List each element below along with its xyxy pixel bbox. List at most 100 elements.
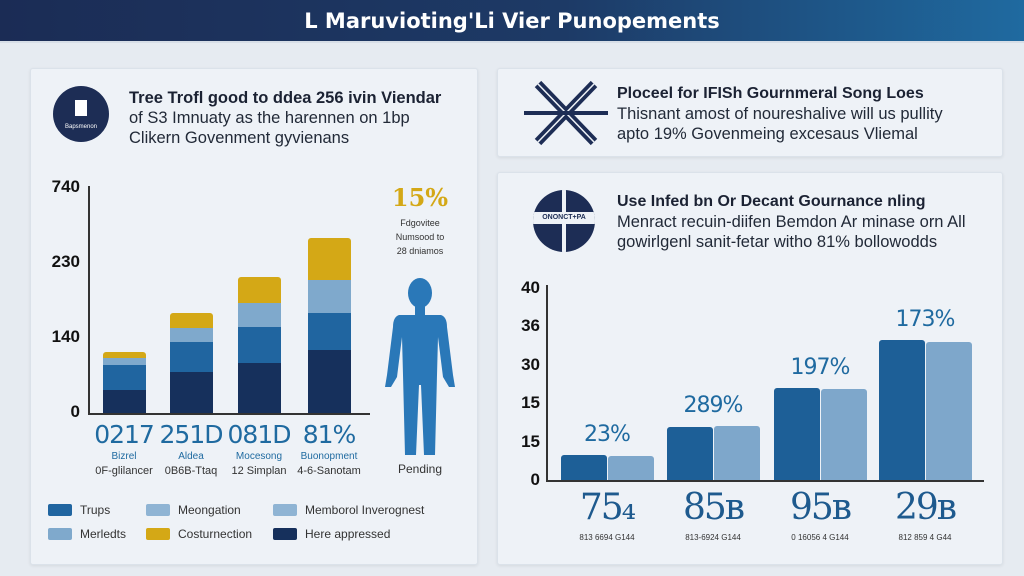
bottom-category: Bizrel	[111, 451, 137, 462]
y-tick-label: 36	[521, 316, 540, 336]
bar-segment-meongation	[103, 358, 146, 365]
bar-segment-trups	[238, 326, 281, 363]
right-top-text: Ploceel for IFISh Gournmeral Song Loes T…	[617, 84, 997, 144]
legend-item: Here appressed	[273, 527, 390, 541]
legend-swatch	[273, 528, 297, 540]
x-axis	[546, 480, 984, 482]
callout-line: Numsood to	[395, 232, 445, 242]
bottom-value: 95в	[789, 487, 852, 528]
bottom-value: 81%	[302, 420, 357, 449]
bottom-value: 081D	[227, 420, 292, 449]
bar-segment-meongation	[238, 302, 281, 327]
bar-series-a	[879, 339, 925, 480]
callout-line: 28 dniamos	[396, 246, 444, 256]
bar-segment-trups	[103, 365, 146, 390]
bar-series-b	[608, 456, 654, 480]
figure-label: Pending	[397, 462, 443, 476]
legend-swatch	[273, 504, 297, 516]
y-tick-label: 15	[521, 393, 540, 413]
bar-series-b	[926, 341, 972, 480]
bar-series-b	[714, 426, 760, 480]
y-tick-label: 140	[51, 327, 80, 346]
bar-segment-costurnection	[170, 313, 213, 328]
bottom-sub: 0B6B-Ttaq	[164, 465, 218, 477]
person-figure-icon	[385, 278, 455, 455]
bottom-value: 29в	[894, 487, 957, 528]
legend-item: Meongation	[146, 503, 241, 517]
legend-label: Meongation	[178, 503, 241, 517]
right-bottom-line: gowirlgenl sanit-fetar witho 81% bollowo…	[617, 233, 938, 251]
legend-swatch	[48, 504, 72, 516]
bar-segment-costurnection	[308, 238, 351, 281]
bottom-sub: 812 859 4 G44	[898, 533, 952, 542]
legend-label: Costurnection	[178, 527, 253, 541]
y-tick-label: 740	[51, 177, 80, 196]
legend-swatch	[146, 528, 170, 540]
legend-item: Trups	[48, 503, 110, 517]
bottom-category: Aldea	[178, 451, 204, 462]
bottom-category: Buonopment	[300, 451, 358, 462]
legend-item: Merledts	[48, 527, 126, 541]
bar-series-a	[774, 387, 820, 480]
right-top-line: Thisnant amost of noureshalive will us p…	[617, 105, 943, 123]
bottom-sub: 4-6-Sanotam	[297, 465, 361, 477]
y-tick-label: 0	[70, 402, 80, 421]
data-label: 197%	[790, 354, 851, 380]
y-tick-label: 0	[530, 470, 540, 489]
right-top-title: Ploceel for IFISh Gournmeral Song Loes	[617, 85, 924, 102]
legend-label: Memborol Inverognest	[305, 503, 425, 517]
callout-text: Fdgovitee Numsood to 28 dniamos	[375, 216, 465, 258]
badge-text: ONONCT+PA	[533, 212, 595, 224]
y-tick-label: 40	[521, 278, 540, 297]
bar-segment-trups	[308, 313, 351, 350]
right-top-line: apto 19% Govenmeing excesaus Vliemal	[617, 125, 918, 143]
building-glyph	[75, 100, 87, 116]
y-axis	[88, 186, 90, 414]
bar-segment-costurnection	[103, 351, 146, 359]
bottom-value: 75₄	[579, 487, 636, 528]
bottom-sub: 12 Simplan	[231, 465, 287, 477]
left-card-line: of S3 Imnuaty as the harennen on 1bp	[129, 109, 410, 127]
legend-swatch	[48, 528, 72, 540]
bottom-category: Mocesong	[235, 451, 283, 462]
bottom-sub: 813-6924 G144	[685, 533, 741, 542]
data-label: 173%	[895, 306, 956, 332]
legend-item: Costurnection	[146, 527, 252, 541]
bar-segment-meongation	[170, 327, 213, 342]
quadrant-badge-icon: ONONCT+PA	[533, 190, 595, 252]
data-label: 289%	[683, 393, 744, 419]
government-badge-icon: Bapsmenon	[53, 86, 109, 142]
bar-segment-here-appressed	[103, 389, 146, 413]
bottom-sub: 813 6694 G144	[579, 533, 635, 542]
bar-segment-here-appressed	[308, 350, 351, 413]
data-label: 23%	[584, 422, 631, 448]
left-card-line: Clikern Govenment gyvienans	[129, 129, 350, 147]
badge-text: Bapsmenon	[64, 124, 98, 130]
bottom-sub: 0 16056 4 G144	[791, 533, 849, 542]
left-card-line: Tree Trofl good to ddea 256 ivin Viendar	[129, 89, 442, 107]
callout-line: Fdgovitee	[400, 218, 440, 228]
bar-series-b	[821, 388, 867, 480]
legend-label: Merledts	[80, 527, 127, 541]
page-title: L Maruvioting'Li Vier Punopements	[304, 8, 720, 33]
y-tick-label: 30	[521, 354, 540, 374]
right-bottom-text: Use Infed bn Or Decant Gournance nling M…	[617, 192, 997, 252]
legend-label: Here appressed	[305, 527, 391, 541]
y-axis	[546, 285, 548, 482]
right-bottom-line: Menract recuin-diifen Bemdon Ar minase o…	[617, 213, 966, 231]
right-bottom-title: Use Infed bn Or Decant Gournance nling	[617, 193, 926, 210]
left-card-text: Tree Trofl good to ddea 256 ivin Viendar…	[129, 88, 469, 148]
bar-segment-here-appressed	[238, 362, 281, 413]
cross-emblem-icon	[524, 80, 608, 146]
bar-segment-trups	[170, 341, 213, 372]
y-tick-label: 15	[521, 431, 540, 451]
y-tick-label: 230	[51, 252, 80, 271]
bar-series-a	[667, 427, 713, 480]
legend-item: Memborol Inverognest	[273, 503, 424, 517]
bottom-value: 85в	[682, 487, 745, 528]
bottom-value: 0217	[94, 420, 155, 449]
bar-segment-meongation	[308, 280, 351, 314]
header-banner: L Maruvioting'Li Vier Punopements	[0, 0, 1024, 43]
bar-segment-costurnection	[238, 276, 281, 303]
bottom-value: 251D	[159, 420, 224, 449]
